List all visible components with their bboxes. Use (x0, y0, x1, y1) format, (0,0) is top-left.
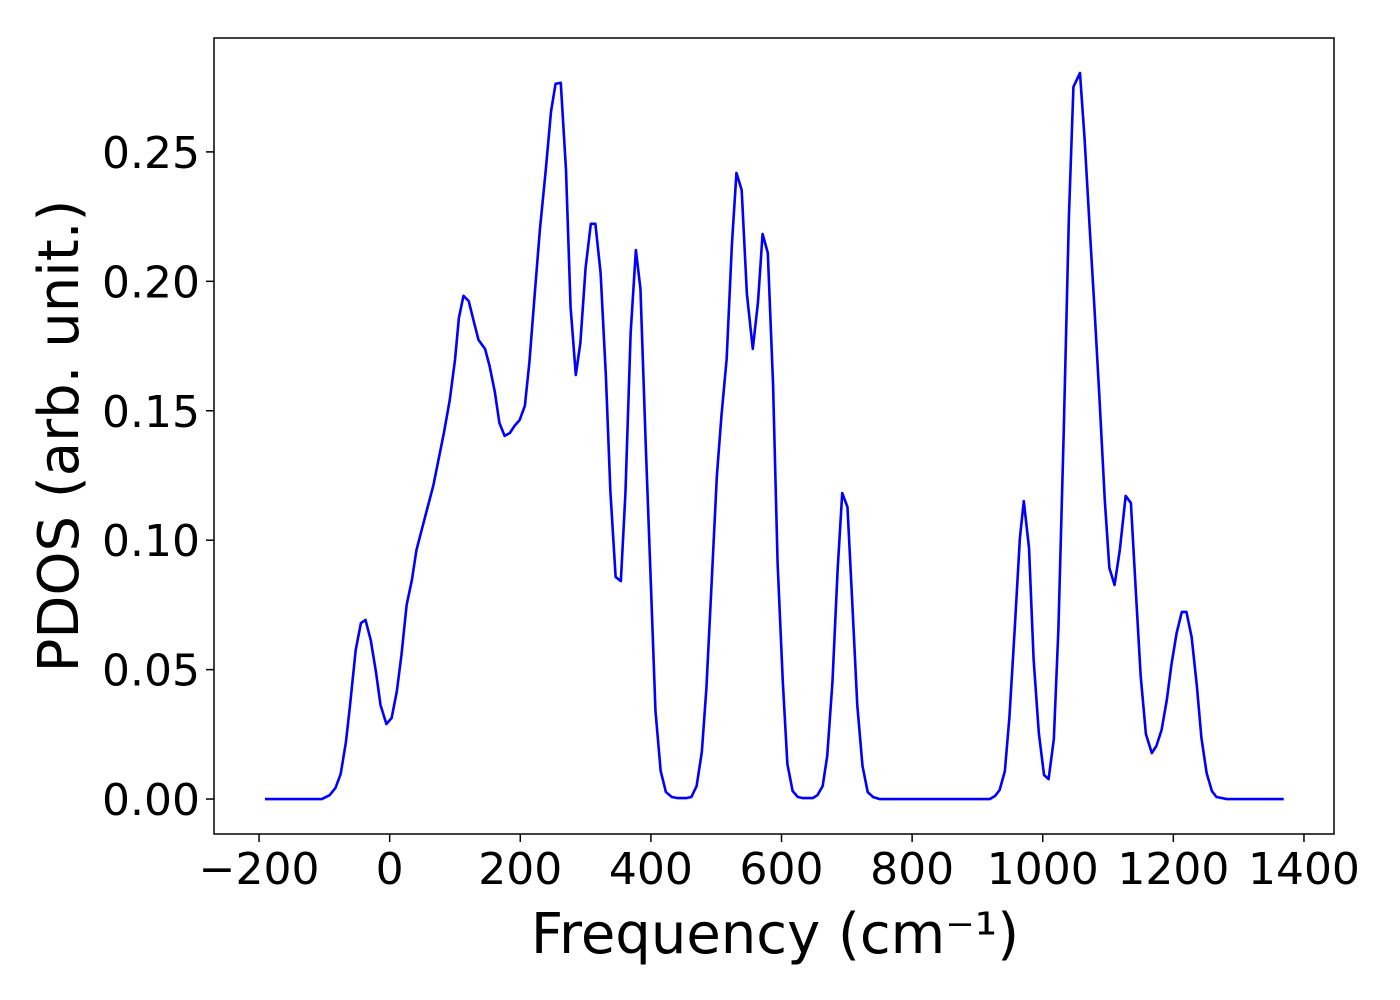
y-tick-label: 0.00 (102, 775, 200, 826)
x-tick-label: 0 (376, 844, 404, 895)
y-tick-label: 0.20 (102, 257, 200, 308)
y-tick-label: 0.10 (102, 516, 200, 567)
y-tick-label: 0.25 (102, 128, 200, 179)
pdos-line (264, 71, 1284, 801)
x-tick-label: 1400 (1248, 844, 1360, 895)
x-tick-label: 1200 (1117, 844, 1229, 895)
x-tick-label: 600 (740, 844, 824, 895)
y-tick-label: 0.15 (102, 387, 200, 438)
x-axis-label: Frequency (cm⁻¹) (531, 902, 1019, 967)
y-tick-label: 0.05 (102, 646, 200, 697)
x-tick-label: −200 (199, 844, 320, 895)
x-tick-label: 1000 (987, 844, 1099, 895)
plot-frame (213, 37, 1335, 835)
y-axis-label: PDOS (arb. unit.) (27, 200, 92, 673)
x-tick-label: 800 (870, 844, 954, 895)
x-tick-label: 200 (478, 844, 562, 895)
x-tick-label: 400 (609, 844, 693, 895)
